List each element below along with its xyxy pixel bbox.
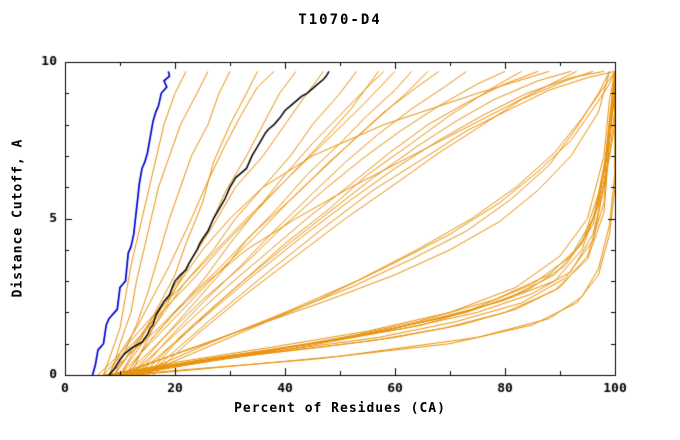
- x-axis-label: Percent of Residues (CA): [234, 401, 446, 416]
- y-axis-label: Distance Cutoff, A: [10, 138, 26, 298]
- chart-title: T1070-D4: [298, 12, 382, 28]
